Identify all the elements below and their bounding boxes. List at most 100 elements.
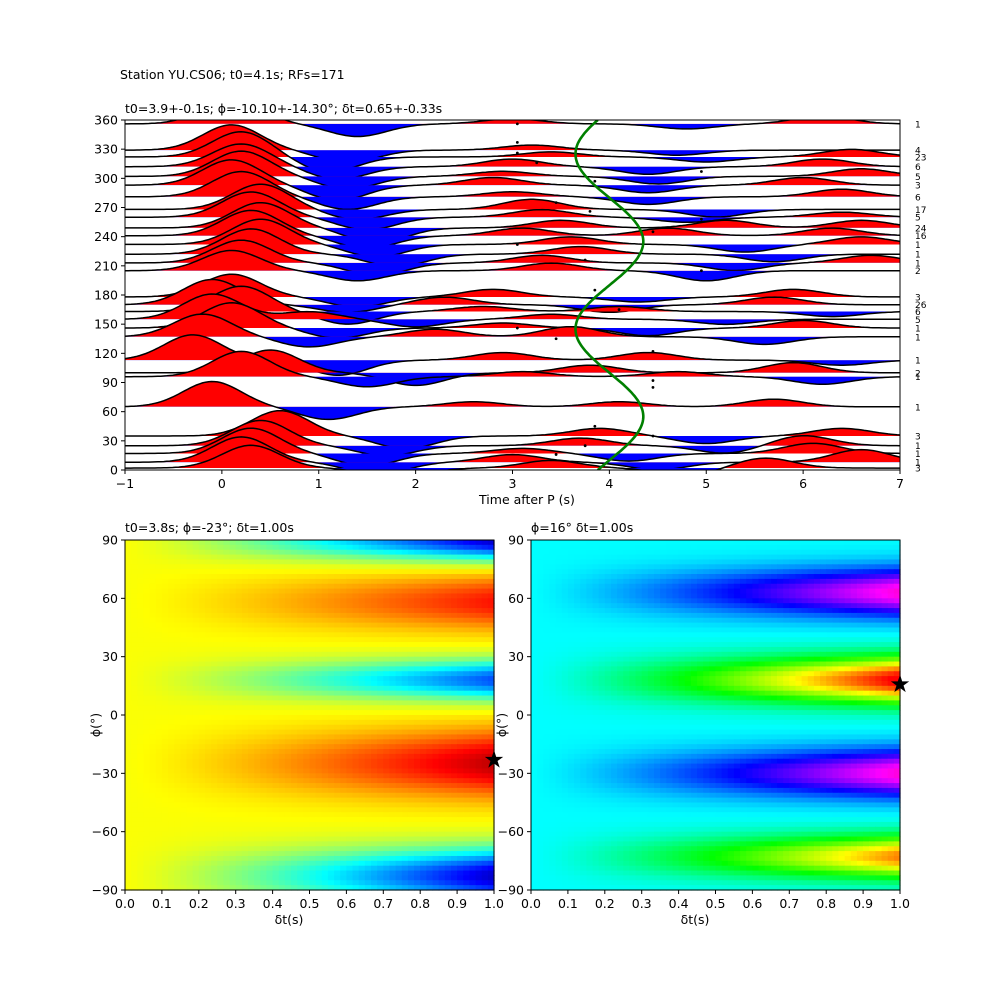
- heatmap-cell: [438, 578, 446, 585]
- heatmap-cell: [155, 875, 163, 881]
- heatmap-cell: [444, 836, 452, 842]
- heatmap-cell: [371, 578, 378, 585]
- heatmap-cell: [211, 826, 218, 833]
- heatmap-cell: [346, 715, 354, 721]
- heatmap-cell: [235, 680, 243, 687]
- heatmap-cell: [709, 554, 717, 561]
- rf-trace-positive-fill: [125, 131, 900, 157]
- heatmap-cell: [783, 554, 790, 561]
- heatmap-cell: [284, 831, 292, 838]
- heatmap-cell: [211, 540, 218, 546]
- heatmap-cell: [703, 549, 710, 556]
- heatmap-cell: [432, 642, 440, 648]
- heatmap-cell: [358, 695, 366, 702]
- heatmap-cell: [272, 710, 280, 716]
- heatmap-cell: [180, 588, 188, 595]
- heatmap-cell: [254, 700, 261, 706]
- heatmap-cell: [617, 549, 624, 556]
- heatmap-cell: [475, 656, 483, 663]
- heatmap-cell: [303, 802, 311, 808]
- heatmap-cell: [254, 763, 261, 770]
- heatmap-cell: [450, 724, 458, 731]
- heatmap-cell: [346, 685, 354, 692]
- heatmap-cell: [352, 598, 360, 604]
- heatmap-cell: [291, 807, 298, 813]
- heatmap-cell: [487, 651, 495, 658]
- heatmap-cell: [340, 646, 347, 653]
- heatmap-cell: [297, 807, 304, 813]
- heatmap-cell: [475, 739, 483, 745]
- heatmap-cell: [303, 680, 311, 687]
- heatmap-cell: [131, 870, 138, 877]
- heatmap-cell: [168, 763, 175, 770]
- heatmap-cell: [346, 637, 354, 643]
- heatmap-cell: [450, 583, 458, 590]
- heatmap-cell: [371, 841, 378, 847]
- heatmap-cell: [487, 749, 495, 755]
- heatmap-cell: [389, 841, 397, 847]
- heatmap-cell: [235, 846, 243, 852]
- heatmap-cell: [217, 700, 224, 706]
- heatmap-cell: [371, 569, 378, 575]
- heatmap-cell: [334, 700, 341, 706]
- heatmap-cell: [340, 875, 347, 881]
- heatmap-cell: [844, 554, 852, 561]
- heatmap-cell: [426, 715, 434, 721]
- heatmap-cell: [248, 676, 255, 682]
- heatmap-cell: [217, 768, 224, 774]
- heatmap-cell: [401, 763, 409, 770]
- heatmap-cell: [291, 540, 298, 546]
- heatmap-cell: [371, 710, 378, 716]
- heatmap-cell: [340, 559, 347, 565]
- heatmap-cell: [192, 685, 200, 692]
- heatmap-cell: [180, 787, 188, 794]
- heatmap-cell: [254, 773, 261, 779]
- heatmap-cell: [340, 666, 347, 672]
- heatmap-cell: [143, 656, 151, 663]
- heatmap-cell: [444, 739, 452, 745]
- heatmap-cell: [235, 559, 243, 565]
- heatmap-cell: [125, 700, 132, 706]
- heatmap-cell: [248, 544, 255, 551]
- heatmap-cell: [327, 661, 335, 667]
- heatmap-cell: [352, 578, 360, 585]
- heatmap-cell: [137, 817, 145, 823]
- heatmap-cell: [125, 705, 132, 711]
- heatmap-cell: [715, 540, 723, 546]
- heatmap-cell: [401, 855, 409, 862]
- heatmap-cell: [248, 617, 255, 624]
- heatmap-cell: [180, 593, 188, 599]
- heatmap-cell: [352, 612, 360, 619]
- heatmap-cell: [777, 554, 784, 561]
- heatmap-cell: [315, 676, 323, 682]
- heatmap-cell: [450, 656, 458, 663]
- heatmap-cell: [198, 676, 206, 682]
- heatmap-cell: [475, 783, 483, 789]
- heatmap-cell: [149, 700, 157, 706]
- heatmap-cell: [463, 578, 470, 585]
- heatmap-cell: [364, 787, 372, 794]
- heatmap-cell: [457, 598, 464, 604]
- heatmap-cell: [389, 666, 397, 672]
- heatmap-cell: [254, 715, 261, 721]
- heatmap-cell: [346, 865, 354, 872]
- heatmap-cell: [407, 753, 415, 760]
- heatmap-cell: [248, 855, 255, 862]
- heatmap-cell: [315, 826, 323, 833]
- heatmap-cell: [204, 753, 212, 760]
- heatmap-cell: [161, 802, 169, 808]
- heatmap-cell: [537, 554, 544, 561]
- heatmap-cell: [463, 676, 470, 682]
- heatmap-cell: [272, 646, 280, 653]
- heatmap-cell: [229, 617, 237, 624]
- heatmap-cell: [340, 578, 347, 585]
- heatmap-cell: [721, 549, 729, 556]
- heatmap-cell: [235, 729, 243, 736]
- heatmap-cell: [254, 627, 261, 633]
- heatmap-cell: [217, 671, 224, 677]
- heatmap-cell: [143, 841, 151, 847]
- heatmap-cell: [438, 666, 446, 672]
- heatmap-cell: [444, 734, 452, 740]
- heatmap-cell: [327, 617, 335, 624]
- heatmap-cell: [377, 588, 384, 595]
